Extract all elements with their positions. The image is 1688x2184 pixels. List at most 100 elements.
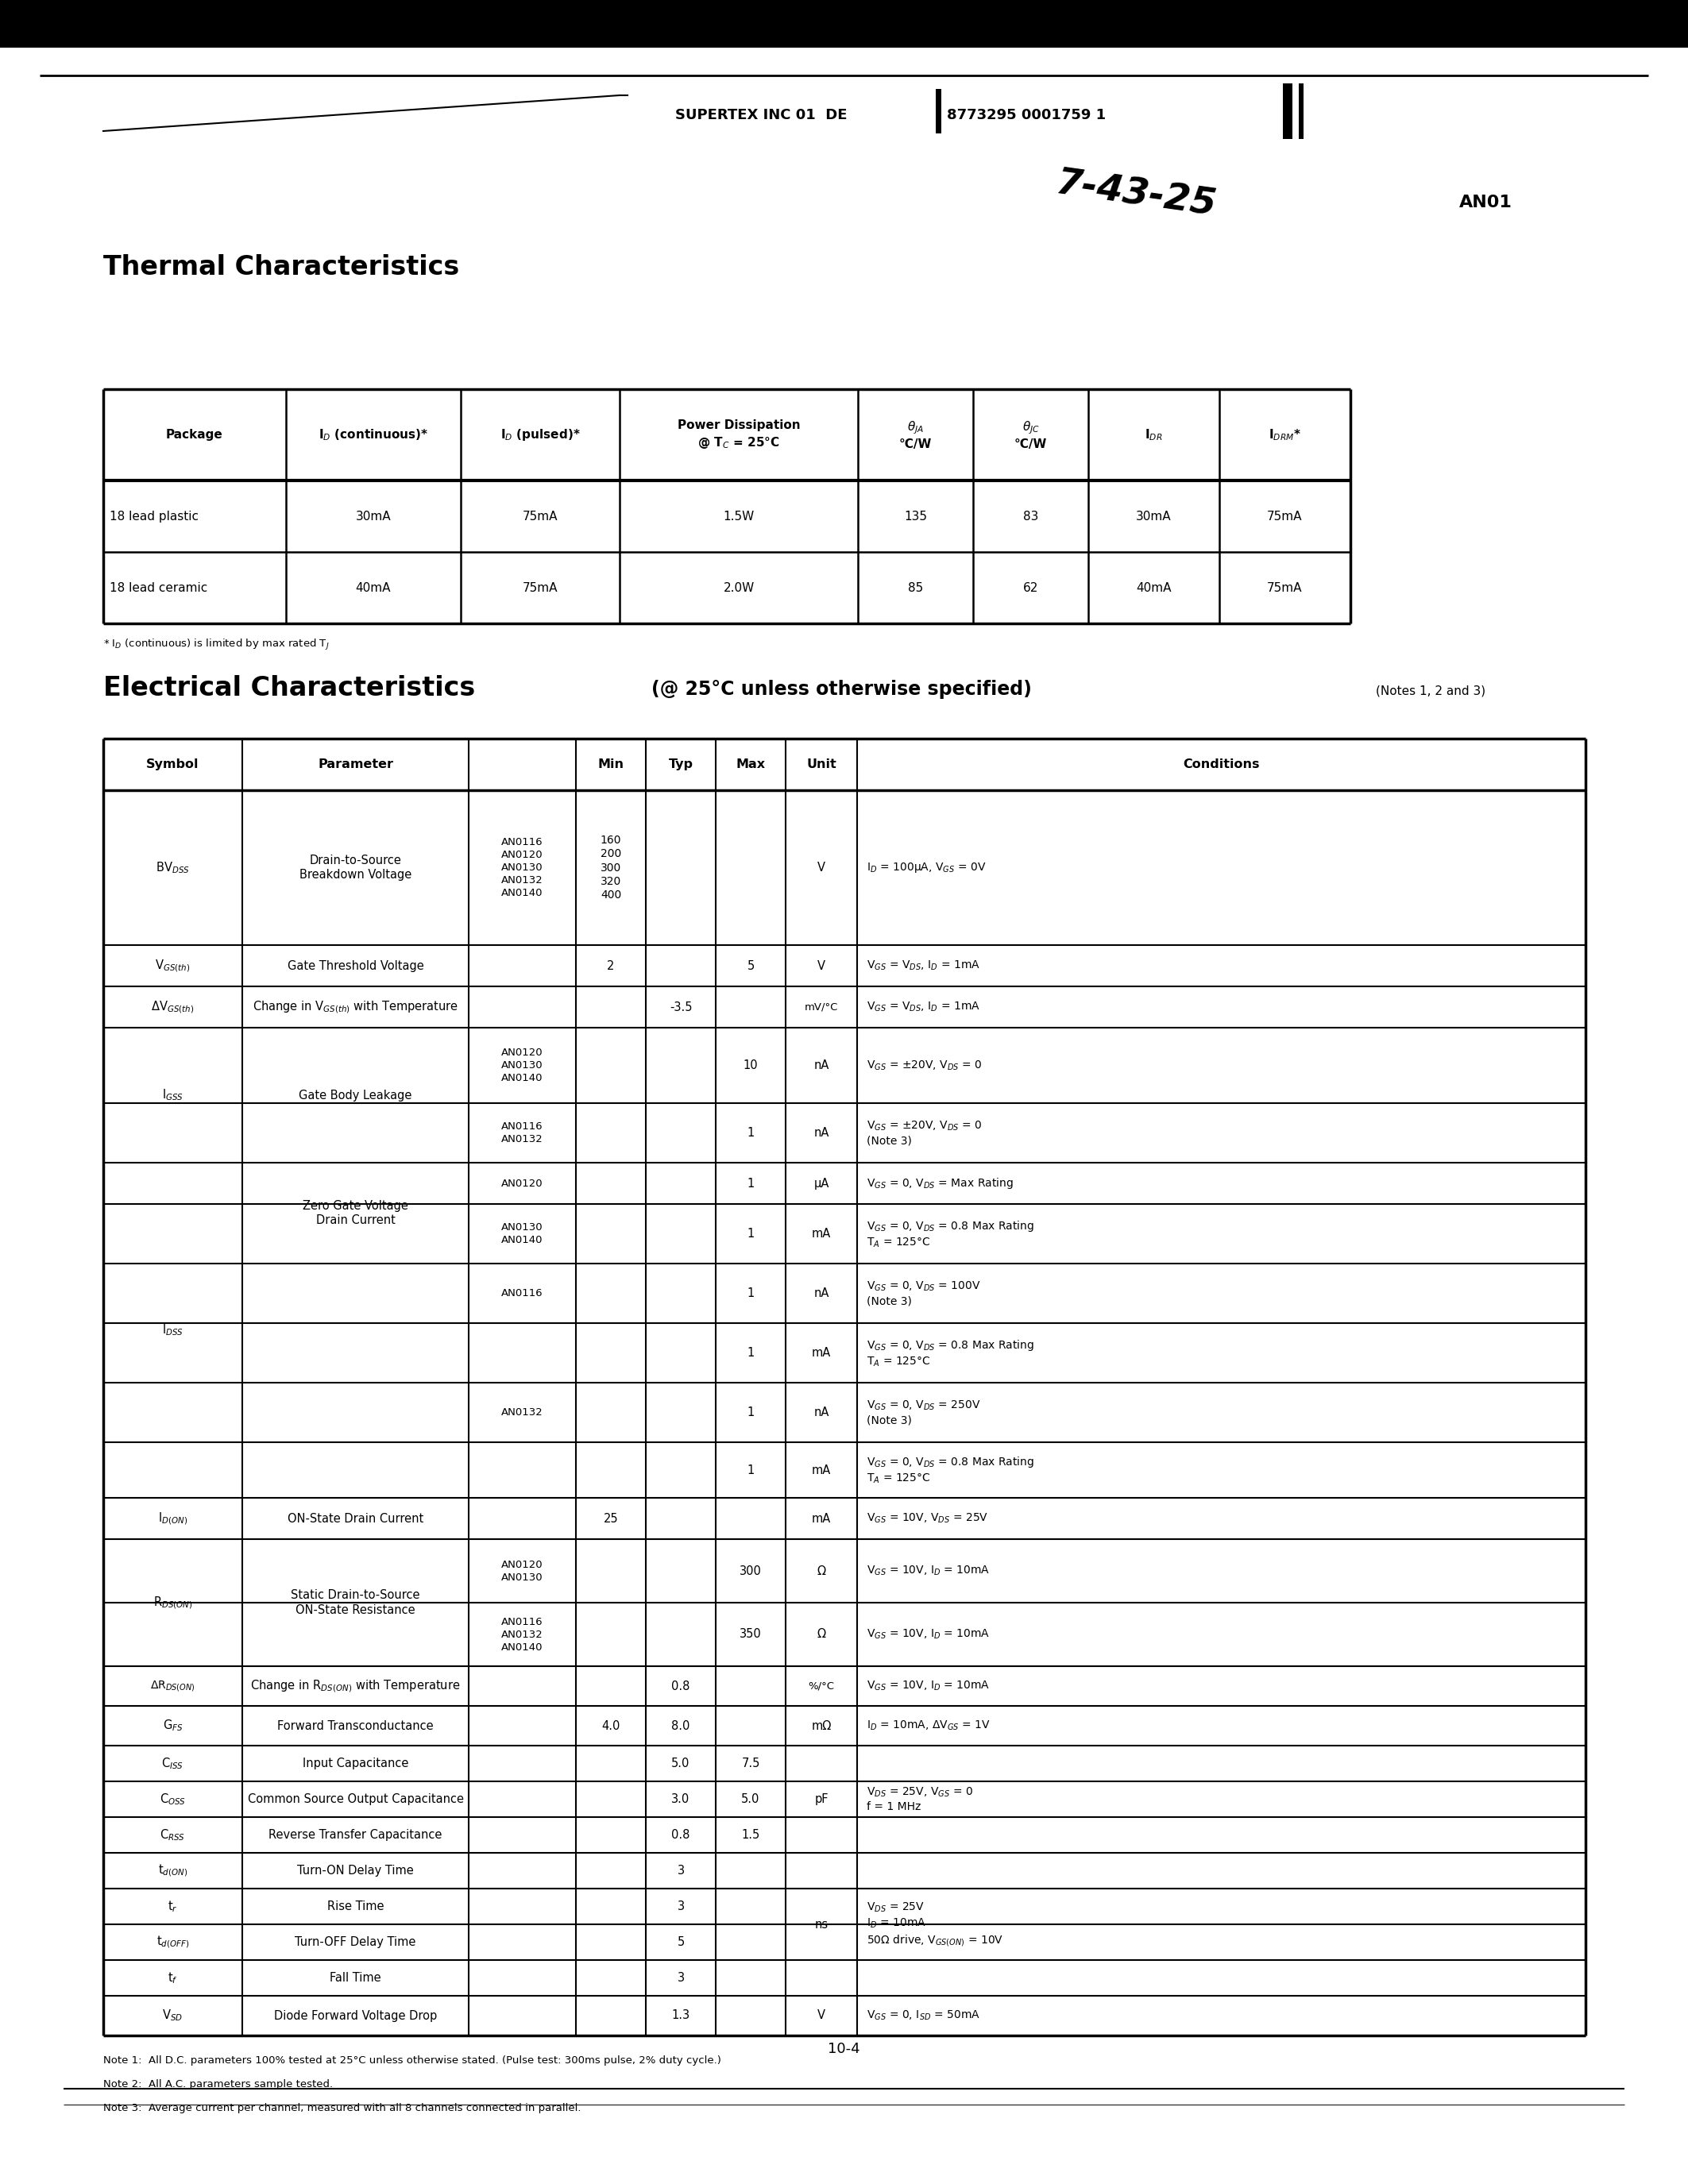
Text: V$_{GS}$ = 0, V$_{DS}$ = 0.8 Max Rating
T$_A$ = 125°C: V$_{GS}$ = 0, V$_{DS}$ = 0.8 Max Rating … (866, 1219, 1035, 1249)
Text: Turn-ON Delay Time: Turn-ON Delay Time (297, 1865, 414, 1876)
Text: V$_{DS}$ = 25V
I$_D$ = 10mA
50Ω drive, V$_{GS(ON)}$ = 10V: V$_{DS}$ = 25V I$_D$ = 10mA 50Ω drive, V… (866, 1900, 1003, 1948)
Text: 1: 1 (748, 1227, 755, 1241)
Text: 1.5W: 1.5W (722, 511, 755, 522)
Text: (@ 25°C unless otherwise specified): (@ 25°C unless otherwise specified) (652, 679, 1031, 699)
Text: Thermal Characteristics: Thermal Characteristics (103, 253, 459, 280)
Text: 300: 300 (739, 1566, 761, 1577)
Text: 350: 350 (739, 1629, 761, 1640)
Text: V: V (817, 2009, 825, 2022)
Text: Diode Forward Voltage Drop: Diode Forward Voltage Drop (273, 2009, 437, 2022)
Text: 3: 3 (677, 1865, 684, 1876)
Text: 0.8: 0.8 (672, 1828, 690, 1841)
Text: V$_{GS}$ = 10V, I$_D$ = 10mA: V$_{GS}$ = 10V, I$_D$ = 10mA (866, 1679, 989, 1693)
Text: Fall Time: Fall Time (329, 1972, 381, 1983)
Text: R$_{DS(ON)}$: R$_{DS(ON)}$ (154, 1594, 192, 1610)
Text: Power Dissipation
@ T$_C$ = 25°C: Power Dissipation @ T$_C$ = 25°C (677, 419, 800, 450)
Text: 75mA: 75mA (1268, 581, 1303, 594)
Text: ON-State Drain Current: ON-State Drain Current (287, 1514, 424, 1524)
Text: nA: nA (814, 1286, 829, 1299)
Text: I$_{DRM}$*: I$_{DRM}$* (1269, 428, 1301, 441)
Text: I$_D$ = 100μA, V$_{GS}$ = 0V: I$_D$ = 100μA, V$_{GS}$ = 0V (866, 860, 986, 874)
Text: Reverse Transfer Capacitance: Reverse Transfer Capacitance (268, 1828, 442, 1841)
Text: 75mA: 75mA (523, 511, 557, 522)
Text: V$_{GS}$ = 0, V$_{DS}$ = 0.8 Max Rating
T$_A$ = 125°C: V$_{GS}$ = 0, V$_{DS}$ = 0.8 Max Rating … (866, 1339, 1035, 1367)
Text: AN0116
AN0132
AN0140: AN0116 AN0132 AN0140 (501, 1616, 544, 1653)
Text: Typ: Typ (668, 758, 694, 771)
Text: AN01: AN01 (1458, 194, 1512, 210)
Text: 5.0: 5.0 (672, 1758, 690, 1769)
Text: V$_{GS}$ = ±20V, V$_{DS}$ = 0
(Note 3): V$_{GS}$ = ±20V, V$_{DS}$ = 0 (Note 3) (866, 1120, 982, 1147)
Text: Change in V$_{GS(th)}$ with Temperature: Change in V$_{GS(th)}$ with Temperature (253, 1000, 459, 1016)
Text: Turn-OFF Delay Time: Turn-OFF Delay Time (295, 1937, 415, 1948)
Text: Max: Max (736, 758, 765, 771)
Text: 4.0: 4.0 (601, 1719, 619, 1732)
Text: AN0116: AN0116 (501, 1289, 544, 1299)
Text: 1: 1 (748, 1127, 755, 1138)
Text: 62: 62 (1023, 581, 1038, 594)
Text: Gate Body Leakage: Gate Body Leakage (299, 1090, 412, 1101)
Text: Ω: Ω (817, 1566, 825, 1577)
Text: V$_{GS}$ = 10V, V$_{DS}$ = 25V: V$_{GS}$ = 10V, V$_{DS}$ = 25V (866, 1511, 989, 1524)
Text: Change in R$_{DS(ON)}$ with Temperature: Change in R$_{DS(ON)}$ with Temperature (250, 1677, 461, 1695)
Text: AN0116
AN0132: AN0116 AN0132 (501, 1120, 544, 1144)
Text: Static Drain-to-Source
ON-State Resistance: Static Drain-to-Source ON-State Resistan… (290, 1590, 420, 1616)
Text: nA: nA (814, 1059, 829, 1072)
Text: Electrical Characteristics: Electrical Characteristics (103, 675, 476, 701)
Text: Zero Gate Voltage
Drain Current: Zero Gate Voltage Drain Current (302, 1199, 408, 1227)
Text: 0.8: 0.8 (672, 1679, 690, 1693)
Text: mA: mA (812, 1463, 830, 1476)
Text: 7.5: 7.5 (741, 1758, 760, 1769)
Text: V$_{GS}$ = V$_{DS}$, I$_D$ = 1mA: V$_{GS}$ = V$_{DS}$, I$_D$ = 1mA (866, 1000, 981, 1013)
Text: C$_{OSS}$: C$_{OSS}$ (160, 1791, 186, 1806)
Text: 1.5: 1.5 (741, 1828, 760, 1841)
Text: nA: nA (814, 1127, 829, 1138)
Text: Input Capacitance: Input Capacitance (302, 1758, 408, 1769)
Text: ΔR$_{DS(ON)}$: ΔR$_{DS(ON)}$ (150, 1679, 196, 1693)
Text: 40mA: 40mA (356, 581, 392, 594)
Text: C$_{RSS}$: C$_{RSS}$ (160, 1828, 186, 1843)
Text: mΩ: mΩ (812, 1719, 832, 1732)
Text: 2.0W: 2.0W (722, 581, 755, 594)
Text: 18 lead plastic: 18 lead plastic (110, 511, 199, 522)
Text: Gate Threshold Voltage: Gate Threshold Voltage (287, 959, 424, 972)
Text: V: V (817, 959, 825, 972)
Text: 25: 25 (604, 1514, 618, 1524)
Text: Symbol: Symbol (147, 758, 199, 771)
Text: nA: nA (814, 1406, 829, 1417)
Text: mV/°C: mV/°C (805, 1002, 839, 1011)
Text: V$_{GS}$ = 0, I$_{SD}$ = 50mA: V$_{GS}$ = 0, I$_{SD}$ = 50mA (866, 2009, 981, 2022)
Text: C$_{ISS}$: C$_{ISS}$ (162, 1756, 184, 1771)
Text: I$_D$ (pulsed)*: I$_D$ (pulsed)* (500, 428, 581, 443)
Text: Min: Min (598, 758, 625, 771)
Text: AN0120: AN0120 (501, 1177, 544, 1188)
Text: 18 lead ceramic: 18 lead ceramic (110, 581, 208, 594)
Text: (Notes 1, 2 and 3): (Notes 1, 2 and 3) (1376, 684, 1485, 697)
Text: ΔV$_{GS(th)}$: ΔV$_{GS(th)}$ (152, 1000, 194, 1016)
Text: 85: 85 (908, 581, 923, 594)
Text: Note 2:  All A.C. parameters sample tested.: Note 2: All A.C. parameters sample teste… (103, 2079, 333, 2090)
Text: V$_{GS}$ = 10V, I$_D$ = 10mA: V$_{GS}$ = 10V, I$_D$ = 10mA (866, 1564, 989, 1577)
Text: V$_{DS}$ = 25V, V$_{GS}$ = 0
f = 1 MHz: V$_{DS}$ = 25V, V$_{GS}$ = 0 f = 1 MHz (866, 1787, 974, 1813)
Text: Common Source Output Capacitance: Common Source Output Capacitance (248, 1793, 464, 1806)
Text: AN0116
AN0120
AN0130
AN0132
AN0140: AN0116 AN0120 AN0130 AN0132 AN0140 (501, 836, 544, 898)
Text: 40mA: 40mA (1136, 581, 1171, 594)
Text: 75mA: 75mA (1268, 511, 1303, 522)
Text: 30mA: 30mA (1136, 511, 1171, 522)
Bar (1283, 83, 1293, 140)
Text: mA: mA (812, 1227, 830, 1241)
Text: 75mA: 75mA (523, 581, 557, 594)
Text: -3.5: -3.5 (670, 1000, 692, 1013)
Text: I$_{DSS}$: I$_{DSS}$ (162, 1324, 184, 1337)
Text: 2: 2 (608, 959, 614, 972)
Text: 1.3: 1.3 (672, 2009, 690, 2022)
Text: SUPERTEX INC 01  DE: SUPERTEX INC 01 DE (675, 107, 847, 122)
Text: 160
200
300
320
400: 160 200 300 320 400 (601, 834, 621, 900)
Text: 3.0: 3.0 (672, 1793, 690, 1806)
Text: V$_{GS}$ = V$_{DS}$, I$_D$ = 1mA: V$_{GS}$ = V$_{DS}$, I$_D$ = 1mA (866, 959, 981, 972)
Text: Unit: Unit (807, 758, 836, 771)
Text: G$_{FS}$: G$_{FS}$ (162, 1719, 182, 1734)
Text: 5: 5 (748, 959, 755, 972)
Text: 10-4: 10-4 (827, 2042, 861, 2055)
Text: t$_{d(ON)}$: t$_{d(ON)}$ (159, 1863, 187, 1878)
Text: mA: mA (812, 1514, 830, 1524)
